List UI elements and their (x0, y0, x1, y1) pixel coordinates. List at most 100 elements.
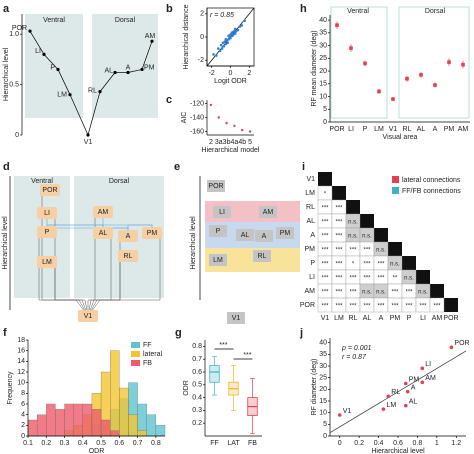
cell-label: *** (321, 262, 329, 268)
panel-label: h (300, 3, 307, 15)
node-label: AM (145, 33, 156, 40)
cell-label: *** (377, 304, 385, 310)
point (225, 39, 229, 42)
cell-label: n.s. (362, 234, 372, 240)
point (449, 345, 454, 350)
point (335, 23, 339, 27)
node-label: RL (88, 87, 97, 94)
node-box (209, 254, 227, 266)
cell-label: n.s. (376, 248, 386, 254)
diagonal-cell (416, 270, 430, 284)
y-tick-label: 18 (17, 337, 25, 344)
x-tick-label: 0.6 (114, 440, 124, 447)
y-tick-label: 20 (319, 68, 327, 75)
y-tick-label: 15 (319, 81, 327, 88)
bar (128, 414, 138, 437)
y-axis-label: Hierarchical level (3, 47, 10, 101)
node-label: RL (124, 253, 133, 260)
x-tick-label: POR (329, 126, 344, 133)
node-label: LM (213, 257, 223, 264)
group-label: Dorsal (109, 178, 130, 185)
col-label: A (379, 315, 384, 322)
box (209, 365, 220, 383)
group-label: Dorsal (425, 8, 446, 15)
bar (119, 387, 129, 437)
col-label: POR (443, 315, 458, 322)
node-label: LM (42, 259, 52, 266)
panel-label: a (3, 3, 10, 15)
node-label: P (50, 64, 55, 71)
cell-label: *** (349, 290, 357, 296)
point (405, 389, 410, 394)
cell-label: *** (335, 290, 343, 296)
edge (43, 54, 59, 70)
point-label: LI (425, 361, 431, 368)
legend-swatch (131, 351, 140, 357)
node-point (150, 39, 154, 43)
bar (100, 419, 111, 437)
node-box (259, 206, 277, 218)
group-label: Ventral (31, 178, 53, 185)
node-label: POR (42, 187, 57, 194)
y-tick-label: 40 (319, 340, 327, 347)
diagonal-cell (444, 298, 458, 312)
row-label: POR (300, 302, 315, 309)
cell-label: ** (393, 276, 398, 282)
y-tick-label: 0 (323, 433, 327, 440)
y-tick-label: 12 (17, 369, 25, 376)
col-label: LI (420, 315, 426, 322)
bar (82, 403, 93, 437)
x-axis-label: Visual area (383, 134, 418, 141)
node-label: LI (219, 209, 225, 216)
cell-label: *** (377, 262, 385, 268)
point (225, 121, 228, 125)
diagonal-cell (332, 186, 346, 200)
y-tick-label: -160 (190, 128, 204, 135)
point (227, 38, 230, 41)
point (209, 103, 213, 107)
row-label: LM (305, 190, 315, 197)
x-tick-label: 0.3 (60, 440, 70, 447)
x-tick-label: 0.8 (413, 440, 423, 447)
point (391, 97, 395, 101)
y-tick-label: 10 (319, 410, 327, 417)
y-tick-label: 25 (319, 375, 327, 382)
node-point (56, 67, 60, 72)
node-box (37, 207, 57, 219)
node-label: PM (147, 230, 158, 237)
x-tick-label: 3a (215, 139, 223, 146)
row-label: A (310, 232, 315, 239)
cell-label: *** (335, 304, 343, 310)
point (216, 47, 220, 50)
x-tick-label: 0.1 (23, 440, 33, 447)
point (381, 407, 386, 411)
node-point (126, 70, 130, 75)
y-tick-label: 0.4 (192, 394, 202, 401)
x-tick-label: P (363, 126, 368, 133)
x-tick-label: V1 (389, 126, 398, 133)
row-label: RL (306, 204, 315, 211)
cell-label: *** (363, 304, 371, 310)
point (386, 394, 391, 399)
node-label: A (126, 64, 131, 71)
cell-label: *** (363, 276, 371, 282)
node-box (78, 310, 98, 322)
y-tick-label: 15 (319, 398, 327, 405)
node-box (276, 227, 294, 239)
point (233, 27, 237, 31)
y-tick-label: 0 (21, 433, 25, 440)
edge (69, 94, 89, 136)
node-label: POR (12, 25, 27, 32)
node-label: POR (208, 183, 223, 190)
x-tick-label: 0.2 (354, 440, 364, 447)
point (420, 366, 425, 371)
y-tick-label: 0.3 (192, 407, 202, 414)
x-axis-label: ODR (89, 448, 105, 454)
node-box (40, 184, 60, 196)
legend-label: FF (143, 342, 152, 349)
cell-label: * (324, 192, 327, 198)
x-tick-label: 0 (338, 440, 342, 447)
y-tick-label: 4 (21, 412, 25, 419)
point (240, 24, 244, 27)
node-label: A (126, 233, 131, 240)
